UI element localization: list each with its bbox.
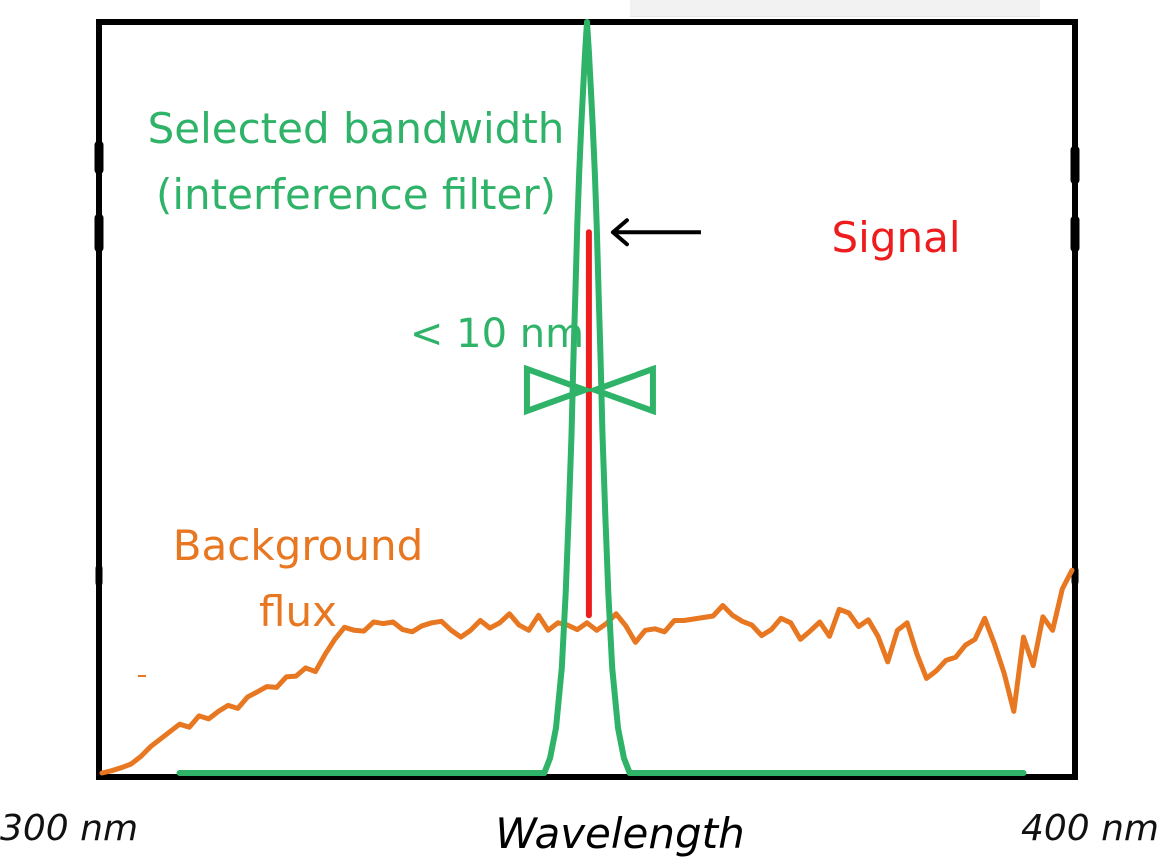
filter-annotation-line-1: Selected bandwidth <box>148 104 565 153</box>
filter-annotation-line-2: (interference filter) <box>156 170 556 219</box>
top-strip <box>630 0 1040 17</box>
background-line <box>99 567 1075 776</box>
filter-line <box>176 19 1027 776</box>
background-annotation-line-1: Background <box>173 521 424 570</box>
x-axis-label: Wavelength <box>495 809 745 858</box>
signal-arrow-head <box>610 218 629 247</box>
bandwidth-marker <box>523 364 656 416</box>
series-layer <box>99 19 1075 776</box>
signal-annotation: Signal <box>831 213 960 262</box>
bandwidth-annotation: < 10 nm <box>410 311 584 357</box>
x-tick-label-start: 300 nm <box>0 808 138 849</box>
background-annotation-line-2: flux <box>259 587 337 636</box>
signal-arrow <box>138 218 701 677</box>
x-tick-label-end: 400 nm <box>1021 808 1159 849</box>
bandwidth-marker-right <box>586 364 656 416</box>
bandwidth-marker-left <box>523 364 594 416</box>
